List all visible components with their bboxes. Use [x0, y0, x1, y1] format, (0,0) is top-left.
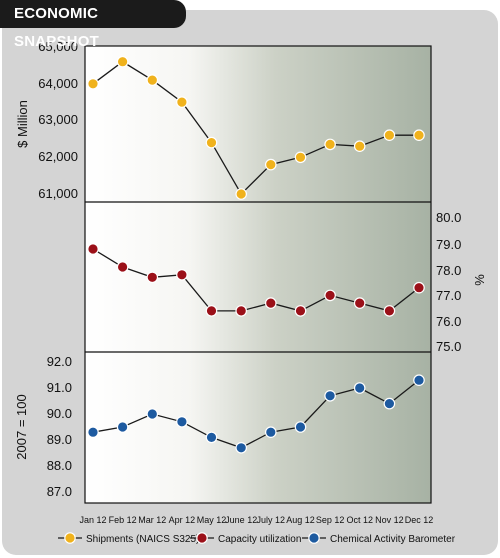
data-point-1-8	[294, 151, 307, 164]
x-tick-label: July 12	[257, 515, 286, 525]
panel2-ytick-label: 76.0	[436, 314, 461, 329]
x-tick-label: May 12	[197, 515, 227, 525]
x-tick-label: Aug 12	[286, 515, 315, 525]
data-point-2-4	[176, 268, 188, 281]
data-point-1-2	[116, 55, 129, 68]
data-point-3-2	[116, 421, 129, 433]
panel3-ytick-label: 87.0	[47, 484, 72, 499]
data-point-1-10	[353, 140, 366, 152]
panel2-ytick-label: 75.0	[436, 339, 461, 354]
panel2-ytick-label: 77.0	[436, 288, 461, 303]
panel2-ytick-label: 80.0	[436, 210, 461, 225]
data-point-3-11	[383, 397, 396, 410]
legend: Shipments (NAICS S325) Capacity utilizati…	[58, 532, 456, 545]
panel1-ytick-label: 63,000	[38, 112, 78, 127]
legend-label-1: Shipments (NAICS S325)	[86, 534, 199, 545]
panel3-ytick-label: 91.0	[47, 380, 72, 395]
data-point-3-1	[87, 426, 99, 438]
panel3-ytick-label: 88.0	[47, 458, 72, 473]
data-point-3-4	[176, 415, 188, 428]
data-point-2-9	[324, 289, 336, 302]
panel1-ytick-label: 64,000	[38, 76, 78, 91]
x-tick-label: Nov 12	[375, 515, 404, 525]
data-point-2-3	[146, 271, 159, 284]
x-tick-label: Oct 12	[346, 515, 373, 525]
panel1-ylabel: $ Million	[15, 100, 30, 148]
data-point-1-5	[205, 136, 218, 149]
data-point-2-10	[353, 297, 366, 309]
x-tick-label: Dec 12	[405, 515, 434, 525]
data-point-1-3	[146, 74, 159, 86]
data-point-1-11	[383, 129, 396, 141]
panel1-ytick-label: 61,000	[38, 186, 78, 201]
panel1-ytick-label: 65,000	[38, 39, 78, 54]
x-tick-label: Mar 12	[138, 515, 166, 525]
data-point-2-1	[87, 243, 99, 255]
data-point-2-12	[413, 281, 425, 294]
panel3-ylabel: 2007 = 100	[14, 394, 29, 459]
data-point-2-8	[294, 305, 307, 317]
data-point-3-3	[146, 408, 159, 420]
data-point-1-4	[176, 96, 188, 108]
data-point-1-6	[235, 188, 247, 200]
panel2-ytick-label: 78.0	[436, 263, 461, 278]
data-point-1-1	[87, 78, 99, 90]
data-point-3-10	[353, 382, 366, 394]
legend-marker-1	[64, 532, 76, 544]
data-point-1-12	[413, 129, 425, 141]
data-point-1-9	[324, 138, 336, 151]
legend-label-3: Chemical Activity Barometer	[330, 534, 456, 545]
data-point-2-7	[264, 297, 277, 309]
data-point-3-5	[205, 431, 218, 444]
data-point-2-11	[383, 305, 396, 317]
x-tick-label: Feb 12	[109, 515, 137, 525]
data-point-3-8	[294, 421, 307, 433]
legend-label-2: Capacity utilization	[218, 534, 301, 545]
data-point-3-9	[324, 389, 336, 402]
legend-marker-3	[308, 532, 320, 544]
panel2-ylabel: %	[472, 274, 487, 286]
panel3-ytick-label: 89.0	[47, 432, 72, 447]
data-point-3-6	[235, 441, 247, 454]
data-point-2-6	[235, 305, 247, 317]
panel2-ytick-label: 79.0	[436, 237, 461, 252]
data-point-3-7	[264, 426, 277, 438]
data-point-2-2	[116, 261, 129, 273]
x-tick-label: Sep 12	[316, 515, 345, 525]
x-tick-label: Apr 12	[169, 515, 196, 525]
legend-marker-2	[196, 532, 208, 544]
panel1-ytick-label: 62,000	[38, 149, 78, 164]
panel3-ytick-label: 90.0	[47, 406, 72, 421]
data-point-2-5	[205, 305, 218, 317]
page-title: ECONOMIC SNAPSHOT	[0, 0, 186, 50]
data-point-3-12	[413, 374, 425, 386]
x-tick-label: June 12	[225, 515, 257, 525]
plot-area	[84, 45, 432, 504]
panel3-ytick-label: 92.0	[47, 354, 72, 369]
data-point-1-7	[264, 158, 277, 171]
x-tick-label: Jan 12	[79, 515, 106, 525]
